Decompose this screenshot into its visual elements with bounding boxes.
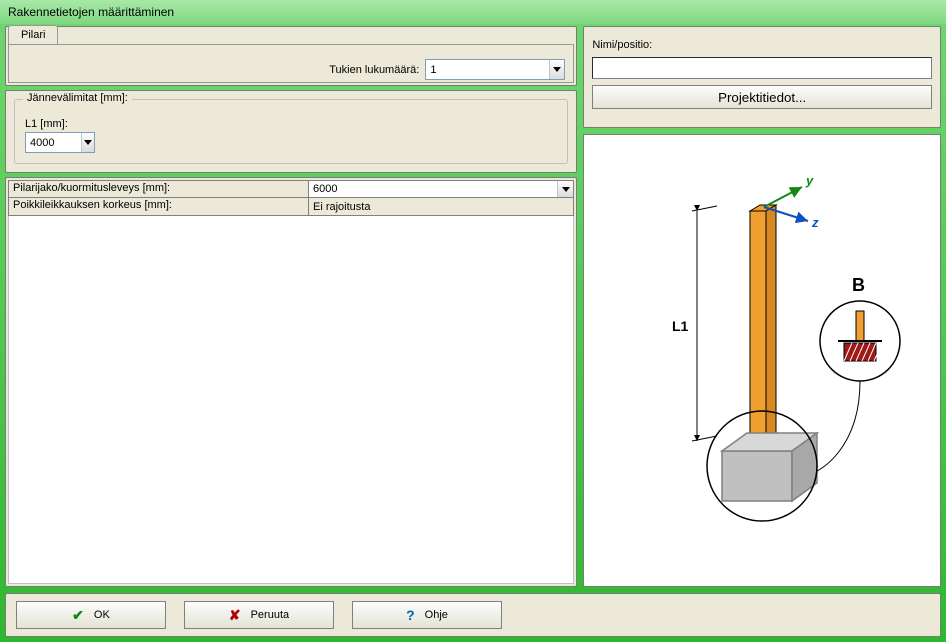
- property-value-cell[interactable]: [308, 198, 574, 216]
- svg-text:y: y: [805, 173, 814, 188]
- span-panel: Jännevälimitat [mm]: L1 [mm]:: [5, 90, 577, 173]
- ok-button[interactable]: ✔ OK: [16, 601, 166, 629]
- name-input[interactable]: [592, 57, 932, 79]
- help-button[interactable]: ? Ohje: [352, 601, 502, 629]
- properties-grid: Pilarijako/kuormitusleveys [mm]:Poikkile…: [8, 180, 574, 216]
- property-row: Pilarijako/kuormitusleveys [mm]:: [8, 180, 574, 198]
- l1-combo[interactable]: [25, 132, 95, 153]
- span-fieldset-title: Jännevälimitat [mm]:: [23, 92, 132, 104]
- property-label: Pilarijako/kuormitusleveys [mm]:: [8, 180, 308, 198]
- help-icon: ?: [406, 607, 415, 623]
- main-row: Pilari Tukien lukumäärä: Jännevälimi: [5, 26, 941, 587]
- dialog-window: Rakennetietojen määrittäminen Pilari Tuk…: [0, 0, 946, 642]
- window-title: Rakennetietojen määrittäminen: [8, 5, 174, 19]
- property-drop-button[interactable]: [557, 181, 573, 197]
- check-icon: ✔: [72, 607, 84, 624]
- left-pane: Pilari Tukien lukumäärä: Jännevälimi: [5, 26, 577, 587]
- help-label: Ohje: [425, 609, 448, 621]
- cancel-label: Peruuta: [251, 609, 290, 621]
- right-pane: Nimi/positio: Projektitiedot... L1 y z B: [583, 26, 941, 587]
- button-row: ✔ OK ✘ Peruuta ? Ohje: [5, 593, 941, 637]
- property-value-input[interactable]: [309, 198, 573, 215]
- cancel-button[interactable]: ✘ Peruuta: [184, 601, 334, 629]
- chevron-down-icon: [553, 67, 561, 72]
- property-row: Poikkileikkauksen korkeus [mm]:: [8, 198, 574, 216]
- supports-label: Tukien lukumäärä:: [329, 64, 419, 76]
- titlebar: Rakennetietojen määrittäminen: [0, 0, 946, 24]
- svg-text:z: z: [811, 215, 819, 230]
- supports-drop-button[interactable]: [549, 60, 564, 79]
- span-fieldset: Jännevälimitat [mm]: L1 [mm]:: [14, 99, 568, 164]
- tabs-body: Tukien lukumäärä:: [8, 44, 574, 83]
- l1-label: L1 [mm]:: [25, 118, 68, 130]
- svg-text:B: B: [852, 275, 865, 295]
- ok-label: OK: [94, 609, 110, 621]
- column-diagram: L1 y z B: [612, 151, 912, 571]
- tabs-panel: Pilari Tukien lukumäärä:: [5, 26, 577, 86]
- l1-drop-button[interactable]: [81, 133, 94, 152]
- supports-input[interactable]: [426, 60, 549, 79]
- project-info-button[interactable]: Projektitiedot...: [592, 85, 932, 109]
- property-value-cell[interactable]: [308, 180, 574, 198]
- chevron-down-icon: [84, 140, 92, 145]
- diagram-panel: L1 y z B: [583, 134, 941, 587]
- chevron-down-icon: [562, 187, 570, 192]
- property-label: Poikkileikkauksen korkeus [mm]:: [8, 198, 308, 216]
- property-value-input[interactable]: [309, 181, 557, 197]
- client-area: Pilari Tukien lukumäärä: Jännevälimi: [5, 26, 941, 637]
- svg-text:L1: L1: [672, 318, 689, 334]
- supports-combo[interactable]: [425, 59, 565, 80]
- cross-icon: ✘: [229, 607, 241, 624]
- l1-input[interactable]: [26, 133, 81, 152]
- name-label: Nimi/positio:: [592, 39, 932, 51]
- name-panel: Nimi/positio: Projektitiedot...: [583, 26, 941, 128]
- properties-panel: Pilarijako/kuormitusleveys [mm]:Poikkile…: [5, 177, 577, 587]
- tab-pilari[interactable]: Pilari: [8, 25, 58, 45]
- grid-empty-area: [8, 216, 574, 584]
